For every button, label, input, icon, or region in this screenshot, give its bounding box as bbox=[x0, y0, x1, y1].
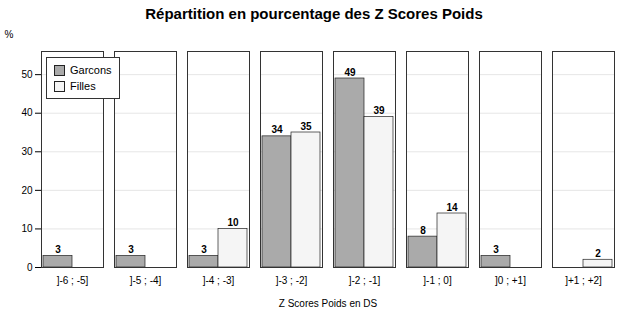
svg-text:]-6 ; -5]: ]-6 ; -5] bbox=[57, 275, 89, 286]
html-text:Garcons: Garcons bbox=[70, 64, 112, 76]
svg-text:35: 35 bbox=[300, 121, 312, 132]
svg-text:%: % bbox=[5, 29, 14, 40]
svg-text:]0 ; +1]: ]0 ; +1] bbox=[495, 275, 526, 286]
html-text:Filles: Filles bbox=[70, 80, 96, 92]
svg-text:34: 34 bbox=[271, 124, 283, 135]
svg-text:2: 2 bbox=[595, 248, 601, 259]
svg-text:40: 40 bbox=[21, 107, 33, 118]
svg-text:39: 39 bbox=[373, 105, 385, 116]
svg-text:3: 3 bbox=[55, 244, 61, 255]
svg-text:20: 20 bbox=[21, 185, 33, 196]
svg-text:10: 10 bbox=[227, 217, 239, 228]
svg-text:3: 3 bbox=[201, 244, 207, 255]
svg-text:]-3 ; -2]: ]-3 ; -2] bbox=[276, 275, 308, 286]
svg-text:8: 8 bbox=[420, 225, 426, 236]
svg-text:3: 3 bbox=[493, 244, 499, 255]
svg-text:]-5 ; -4]: ]-5 ; -4] bbox=[130, 275, 162, 286]
html-text:Répartition en pourcentage des: Répartition en pourcentage des Z Scores … bbox=[145, 5, 483, 22]
svg-text:]-1 ; 0]: ]-1 ; 0] bbox=[423, 275, 452, 286]
svg-text:10: 10 bbox=[21, 223, 33, 234]
svg-text:49: 49 bbox=[344, 67, 356, 78]
svg-text:0: 0 bbox=[27, 262, 33, 273]
svg-text:14: 14 bbox=[446, 202, 458, 213]
svg-text:30: 30 bbox=[21, 146, 33, 157]
svg-text:3: 3 bbox=[128, 244, 134, 255]
svg-text:]-4 ; -3]: ]-4 ; -3] bbox=[203, 275, 235, 286]
svg-text:]-2 ; -1]: ]-2 ; -1] bbox=[349, 275, 381, 286]
svg-text:]+1 ; +2]: ]+1 ; +2] bbox=[565, 275, 602, 286]
svg-text:50: 50 bbox=[21, 69, 33, 80]
svg-text:Z Scores Poids en DS: Z Scores Poids en DS bbox=[279, 298, 378, 309]
